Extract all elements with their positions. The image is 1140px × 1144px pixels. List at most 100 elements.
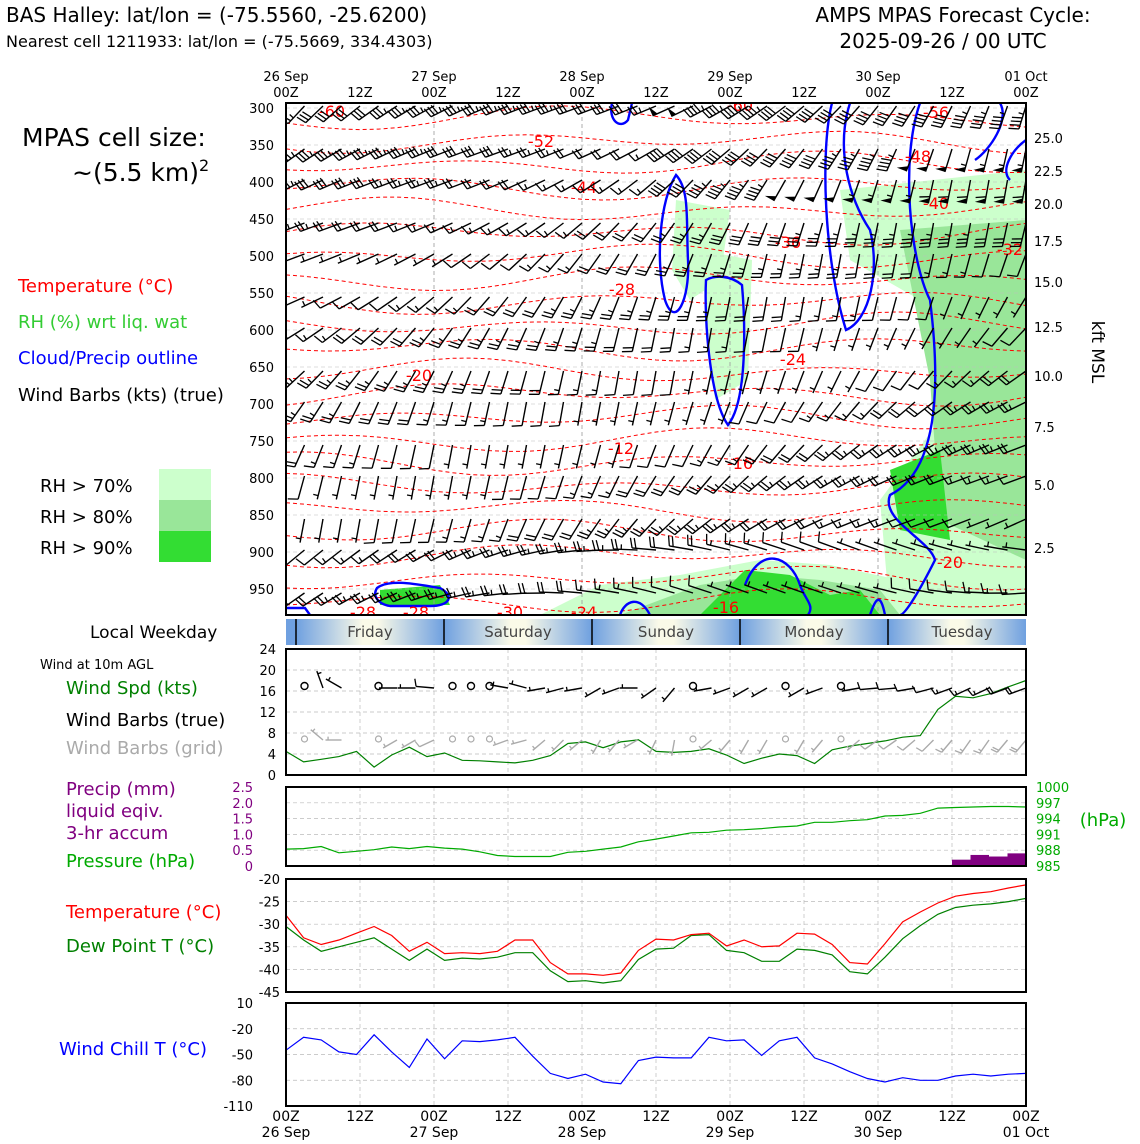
barb-half-flag	[738, 389, 743, 390]
barb-half-flag	[758, 269, 763, 270]
barb-flag	[732, 186, 742, 190]
pressure-tick-label: 997	[1036, 797, 1061, 812]
wind-barb	[509, 680, 526, 688]
temp-tick-label: -30	[259, 918, 280, 933]
wind-barb	[647, 740, 656, 755]
barb-half-flag	[480, 495, 485, 496]
cycle-title: 2025-09-26 / 00 UTC	[839, 29, 1046, 53]
barb-half-flag	[677, 526, 680, 530]
barb-flag	[332, 301, 339, 309]
wind-barb	[623, 371, 638, 395]
barb-flag	[734, 317, 744, 318]
barb-half-flag	[365, 381, 369, 384]
precip-label-3: 3-hr accum	[66, 823, 168, 844]
wind-barb	[436, 519, 453, 542]
wind-barb	[493, 740, 508, 745]
pressure-label: Pressure (hPa)	[66, 851, 195, 872]
barb-flag	[782, 419, 792, 422]
barb-flag	[852, 414, 861, 419]
barb-flag	[845, 278, 855, 279]
barb-half-flag	[589, 310, 594, 312]
barb-flag	[277, 334, 284, 341]
barb-half-flag	[684, 390, 689, 391]
barb-staff	[509, 254, 527, 270]
barb-staff	[504, 445, 508, 469]
barb-flag	[506, 348, 516, 350]
barb-half-flag	[980, 164, 985, 165]
precip-tick-label: 2.5	[232, 781, 253, 796]
wind-barb	[855, 538, 878, 550]
barb-flag	[555, 232, 563, 238]
wind-barb	[584, 328, 601, 351]
barb-flag	[374, 388, 384, 391]
barb-flag	[660, 348, 670, 349]
barb-flag	[749, 240, 759, 241]
barb-flag	[973, 120, 983, 121]
barb-flag	[563, 313, 573, 315]
top-hour-label: 12Z	[347, 86, 373, 101]
barb-flag	[882, 247, 892, 248]
barb-flag	[689, 190, 698, 195]
barb-flag	[834, 119, 843, 124]
bottom-hour-label: 00Z	[568, 1109, 595, 1125]
barb-half-flag	[962, 112, 967, 114]
barb-staff	[430, 476, 434, 500]
windchill-tick-label: -20	[232, 1023, 253, 1038]
barb-flag	[628, 153, 635, 161]
wind-barb	[418, 519, 434, 542]
barb-flag	[760, 162, 769, 167]
barb-half-flag	[402, 108, 405, 112]
barb-flag	[519, 266, 528, 271]
barb-flag	[561, 316, 571, 318]
wind-barb	[510, 476, 527, 499]
barb-half-flag	[529, 687, 530, 691]
barb-half-flag	[843, 414, 847, 417]
wind-barb	[533, 740, 545, 750]
wind-barb	[733, 688, 749, 697]
barb-flag	[734, 352, 744, 353]
barb-flag	[902, 239, 912, 240]
top-day-label: 28 Sep	[559, 70, 604, 85]
barb-flag	[484, 312, 493, 316]
wind-barb	[332, 476, 341, 499]
barb-half-flag	[811, 748, 814, 750]
barb-flag	[955, 116, 965, 118]
kft-axis-label: kft MSL	[1087, 321, 1107, 384]
wind-barb	[526, 328, 545, 350]
barb-half-flag	[824, 480, 827, 484]
barb-flag	[499, 585, 502, 595]
wind-barb	[746, 402, 767, 424]
wind-barb	[288, 476, 305, 499]
bottom-day-label: 26 Sep	[262, 1125, 311, 1140]
precip-tick-label: 2.0	[232, 797, 253, 812]
barb-flag	[789, 238, 799, 239]
barb-staff	[798, 328, 804, 351]
barb-staff	[650, 402, 656, 425]
barb-half-flag	[388, 495, 393, 496]
barb-flag	[632, 238, 641, 242]
weekday-label: Monday	[784, 623, 843, 641]
kft-tick-label: 20.0	[1034, 198, 1063, 213]
wind-barb	[317, 671, 323, 688]
barb-flag	[746, 421, 756, 423]
barb-half-flag	[310, 152, 313, 156]
wind-barb	[379, 684, 397, 688]
barb-flag	[909, 579, 910, 589]
barb-half-flag	[830, 346, 835, 347]
barb-flag	[560, 536, 570, 539]
barb-staff	[573, 476, 582, 498]
temp-tick-label: -40	[259, 963, 280, 978]
kft-tick-label: 17.5	[1034, 235, 1063, 250]
barb-flag	[956, 243, 966, 244]
barb-half-flag	[825, 452, 828, 456]
barb-half-flag	[322, 558, 325, 562]
wind-barb	[374, 371, 397, 391]
kft-tick-label: 22.5	[1034, 165, 1063, 180]
barb-flag	[619, 467, 629, 468]
barb-flag	[862, 158, 872, 160]
wind-tick-label: 8	[268, 727, 276, 742]
barb-flag	[826, 321, 836, 322]
barb-pennant	[916, 167, 927, 172]
barb-staff	[525, 223, 545, 237]
barb-half-flag	[641, 527, 645, 530]
